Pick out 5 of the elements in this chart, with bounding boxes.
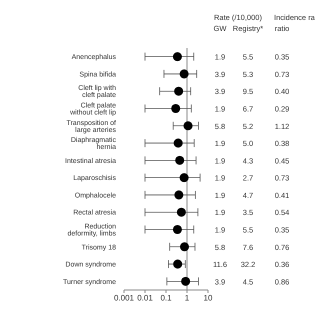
x-tick-label: 0.1 bbox=[160, 294, 172, 303]
x-tick-label: 0.01 bbox=[137, 294, 154, 303]
x-tick-label: 10 bbox=[204, 294, 213, 303]
x-tick-label: 0.001 bbox=[114, 294, 135, 303]
x-tick-label: 1 bbox=[184, 294, 190, 303]
